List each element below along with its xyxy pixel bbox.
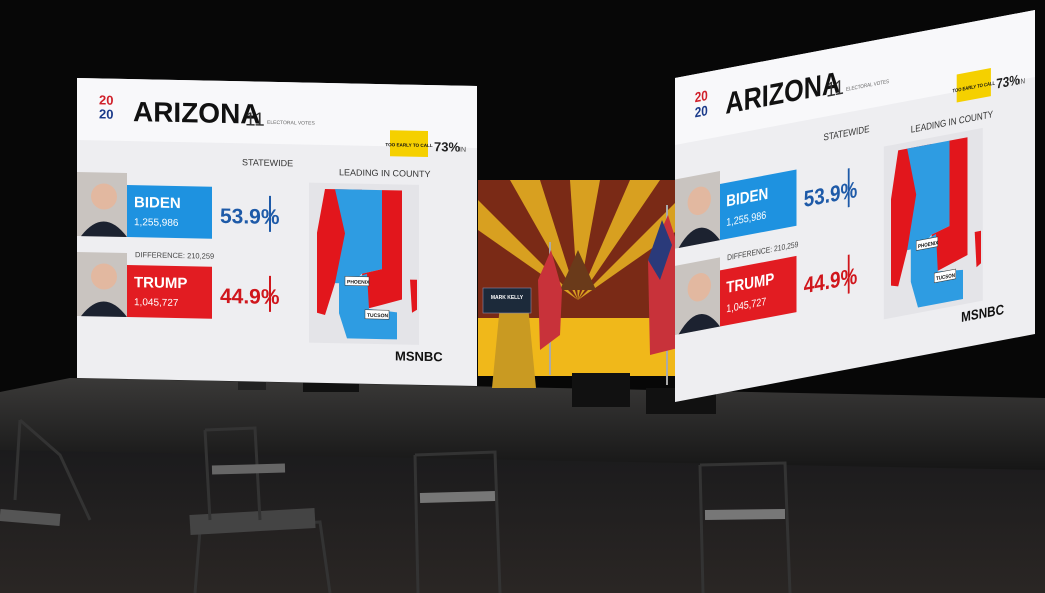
scene: MARK KELLY 2020ARIZONA11ELECTORAL VOTEST… (0, 0, 1045, 593)
percent-divider (848, 255, 850, 294)
percent-divider (269, 276, 271, 312)
electoral-label: ELECTORAL VOTES (267, 120, 315, 127)
city-label: PHOENIX (347, 279, 370, 285)
network-logo: MSNBC (395, 348, 443, 364)
percent-divider (848, 168, 850, 207)
statewide: STATEWIDE (242, 157, 293, 168)
candidate-votes: 1,255,986 (134, 217, 179, 229)
electoral-votes: 11 (245, 109, 265, 130)
status: TOO EARLY TO CALL (385, 142, 432, 148)
podium-sign: MARK KELLY (491, 295, 524, 301)
reporting-label: IN (459, 147, 466, 154)
reporting-label: IN (1019, 78, 1025, 87)
county-heading: LEADING IN COUNTY (339, 167, 431, 179)
candidate-box (127, 185, 212, 239)
state-name: ARIZONA (133, 96, 261, 130)
logo-year: 20 (99, 106, 113, 121)
reporting: 73% (434, 139, 460, 155)
electoral-votes: 11 (826, 76, 844, 102)
logo-year: 20 (695, 102, 708, 121)
city-label: TUCSON (367, 313, 388, 319)
logo-year: 20 (99, 92, 113, 107)
candidate-name: BIDEN (134, 194, 181, 212)
candidate-box (127, 265, 212, 319)
difference: DIFFERENCE: 210,259 (135, 250, 214, 261)
speaker (572, 373, 630, 407)
candidate-votes: 1,045,727 (134, 297, 179, 309)
percent-divider (269, 196, 271, 232)
candidate-name: TRUMP (134, 274, 187, 292)
